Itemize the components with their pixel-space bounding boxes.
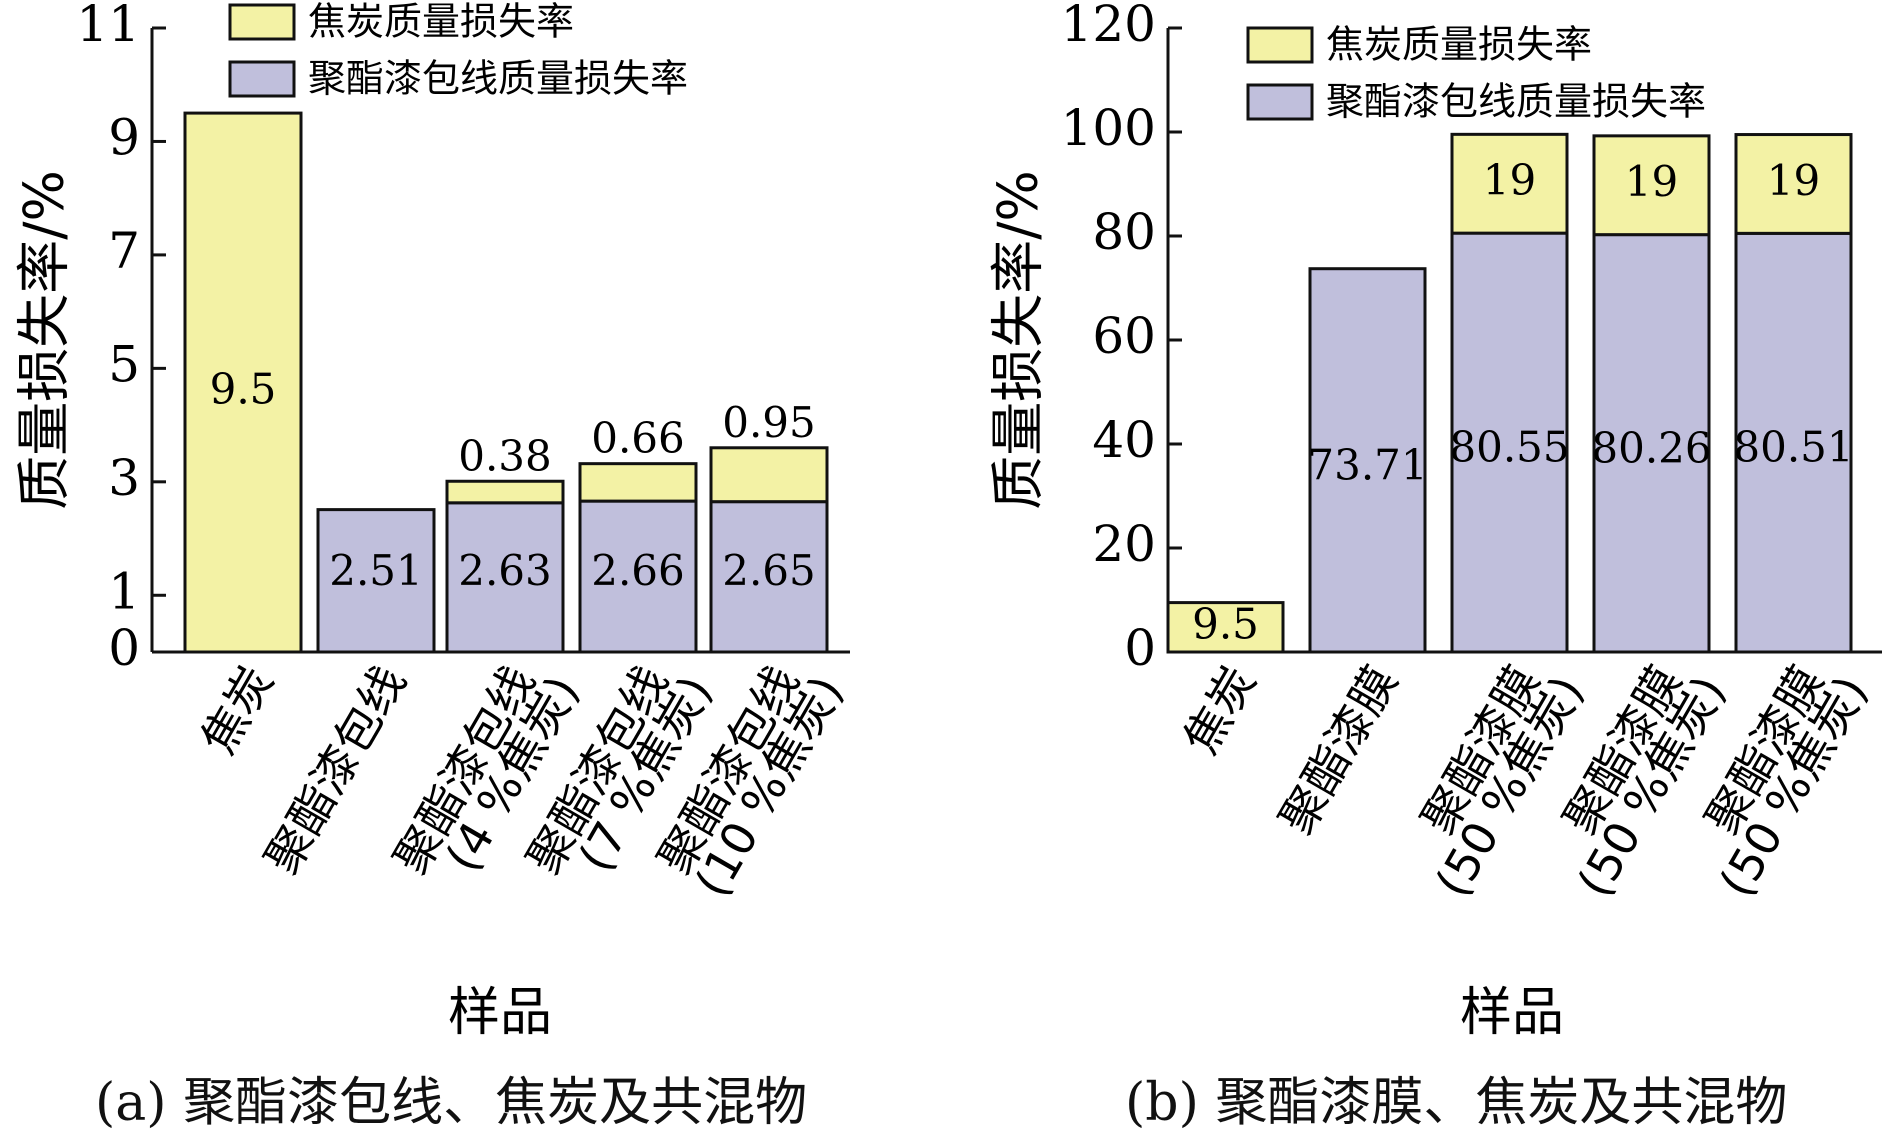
panel-a-y-axis-label: 质量损失率/% [13, 170, 76, 510]
panel-a-bar-coke-4 [709, 446, 829, 504]
panel-b-category-label-0: 焦炭 [1173, 657, 1266, 764]
panel-a-legend-label-0: 焦炭质量损失率 [308, 0, 574, 44]
panel-a-y-tick-label: 0 [108, 619, 140, 677]
panel-b-y-tick-label: 20 [1092, 515, 1156, 573]
panel-b-legend-label-1: 聚酯漆包线质量损失率 [1326, 80, 1706, 124]
panel-a-y-tick-label: 3 [108, 449, 140, 507]
panel-a-y-tick-label: 5 [108, 335, 140, 393]
panel-b-bar-enamel-4 [1734, 231, 1853, 654]
panel-a-bar-coke-2 [445, 479, 565, 505]
panel-a-data-label-enamel-3: 2.66 [591, 546, 685, 595]
panel-a-legend-swatch-0 [228, 3, 296, 41]
panel-b-y-axis-label: 质量损失率/% [987, 170, 1050, 510]
panel-b-bar-enamel-1 [1308, 267, 1427, 654]
panel-b-bar-enamel-2 [1450, 231, 1569, 654]
panel-b-data-label-coke-3: 19 [1625, 157, 1678, 206]
panel-b-legend-swatch-1 [1246, 83, 1314, 121]
panel-b-bar-enamel-3 [1592, 233, 1711, 654]
panel-a-data-label-enamel-1: 2.51 [329, 546, 423, 595]
panel-b-y-tick-label: 0 [1124, 619, 1156, 677]
panel-a-y-tick-label: 9 [108, 108, 140, 166]
panel-a-y-tick-label: 11 [76, 0, 140, 53]
panel-a-x-axis-label: 样品 [448, 983, 552, 1043]
panel-b-bar-coke-0 [1166, 601, 1285, 654]
panel-b-y-tick-label: 100 [1061, 99, 1156, 157]
panel-b-data-label-coke-2: 19 [1483, 156, 1536, 205]
panel-a-y-tick-label: 7 [108, 222, 140, 280]
panel-b-data-label-enamel-3: 80.26 [1591, 423, 1711, 472]
panel-b-legend-label-0: 焦炭质量损失率 [1326, 23, 1592, 67]
caption-b: (b) 聚酯漆膜、焦炭及共混物 [1125, 1073, 1788, 1133]
panel-b-category-label-1: 聚酯漆膜 [1269, 657, 1408, 843]
panel-a-data-label-enamel-2: 2.63 [458, 546, 552, 595]
panel-b-y-tick-label: 80 [1092, 203, 1156, 261]
panel-a-data-label-coke-0: 9.5 [210, 365, 277, 414]
panel-a-data-label-coke-3: 0.66 [591, 414, 685, 463]
panel-a-data-label-enamel-4: 2.65 [722, 546, 816, 595]
panel-b-data-label-coke-0: 9.5 [1192, 599, 1259, 648]
panel-a-y-tick-label: 1 [108, 562, 140, 620]
panel-a-legend-label-1: 聚酯漆包线质量损失率 [308, 57, 688, 101]
panel-a-data-label-coke-2: 0.38 [458, 431, 552, 480]
panel-a-bar-enamel-1 [316, 508, 436, 654]
panel-b-y-tick-label: 120 [1061, 0, 1156, 53]
panel-a-bar-enamel-3 [578, 499, 698, 654]
panel-b-legend-swatch-0 [1246, 26, 1314, 64]
panel-a-bar-coke-3 [578, 462, 698, 503]
panel-a-category-label-0: 焦炭 [191, 657, 284, 764]
panel-b-y-tick-label: 40 [1092, 411, 1156, 469]
panel-b-bar-coke-3 [1592, 134, 1711, 237]
panel-a-legend-swatch-1 [228, 60, 296, 98]
panel-b-bar-coke-4 [1734, 133, 1853, 235]
panel-b-y-tick-label: 60 [1092, 307, 1156, 365]
panel-b-data-label-enamel-1: 73.71 [1307, 440, 1427, 489]
panel-b-data-label-coke-4: 19 [1767, 156, 1820, 205]
panel-a-bar-coke-0 [183, 111, 303, 654]
panel-b-data-label-enamel-2: 80.55 [1449, 423, 1569, 472]
panel-b-x-axis-label: 样品 [1460, 983, 1564, 1043]
panel-a-data-label-coke-4: 0.95 [722, 398, 816, 447]
caption-a: (a) 聚酯漆包线、焦炭及共混物 [95, 1073, 808, 1133]
panel-b-bar-coke-2 [1450, 132, 1569, 235]
panel-b-data-label-enamel-4: 80.51 [1733, 423, 1853, 472]
